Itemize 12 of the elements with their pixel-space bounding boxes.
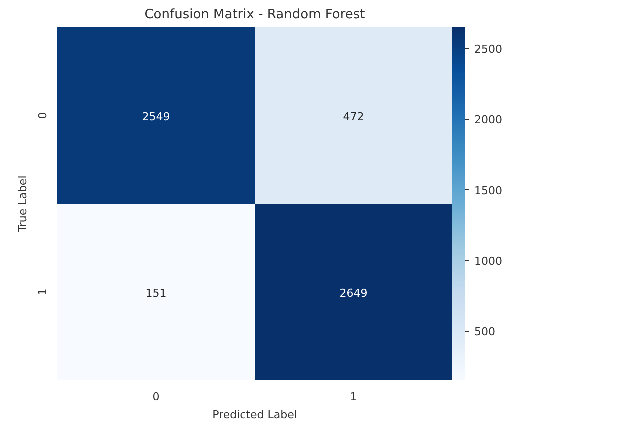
- color-bar-label: 1000: [474, 255, 502, 268]
- chart-title: Confusion Matrix - Random Forest: [144, 8, 366, 22]
- color-bar-label: 500: [474, 326, 496, 339]
- color-bar-label: 2500: [474, 43, 502, 56]
- color-bar-label: 2000: [474, 114, 502, 127]
- data-label: 2549: [142, 110, 170, 124]
- data-label: 472: [343, 110, 364, 124]
- x-axis-title: Predicted Label: [212, 408, 298, 422]
- data-label: 2649: [340, 286, 368, 300]
- color-bar-label: 1500: [474, 184, 502, 198]
- data-label: 151: [146, 286, 167, 300]
- y-axis-title: True Label: [16, 176, 30, 234]
